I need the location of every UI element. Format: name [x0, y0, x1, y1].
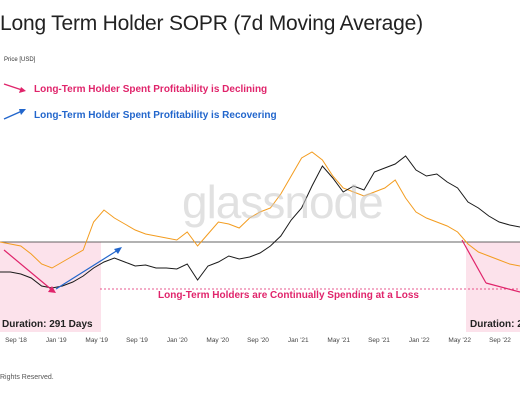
- loss-zone-1: [0, 242, 101, 332]
- axis-unit-label: Price [USD]: [4, 57, 36, 63]
- watermark: glassnode: [182, 176, 384, 228]
- x-tick-label: Jan '22: [409, 337, 430, 344]
- x-tick-label: May '20: [206, 337, 229, 344]
- x-tick-label: May '22: [448, 337, 471, 344]
- x-tick-label: May '19: [85, 337, 108, 344]
- x-tick-label: May '21: [327, 337, 350, 344]
- x-tick-label: Jan '19: [46, 337, 67, 344]
- x-tick-label: Sep '20: [247, 337, 269, 344]
- x-tick-label: Sep '18: [5, 337, 27, 344]
- x-tick-label: Sep '21: [368, 337, 390, 344]
- loss-note: Long-Term Holders are Continually Spendi…: [158, 290, 419, 301]
- recover-arrow-1-head: [114, 247, 122, 254]
- x-tick-label: Sep '19: [126, 337, 148, 344]
- legend-declining: Long-Term Holder Spent Profitability is …: [34, 84, 268, 95]
- x-tick-label: Jan '20: [167, 337, 188, 344]
- legend-recovering: Long-Term Holder Spent Profitability is …: [34, 110, 277, 121]
- price-series-line: [0, 155, 520, 289]
- loss-zone-2: [466, 242, 520, 332]
- copyright: Rights Reserved.: [0, 374, 54, 381]
- decline-arrow-2b: [485, 282, 520, 293]
- decline-arrow-1-head: [48, 286, 56, 293]
- x-tick-label: Sep '22: [489, 337, 511, 344]
- chart-title: Long Term Holder SOPR (7d Moving Average…: [0, 12, 423, 35]
- recover-arrow-1: [55, 249, 119, 290]
- sopr-series-line: [0, 151, 520, 269]
- duration-label-2: Duration: 2: [470, 319, 520, 330]
- decline-arrow-icon: [3, 83, 26, 93]
- decline-arrow-1: [3, 249, 53, 291]
- recover-arrow-icon: [3, 109, 26, 120]
- duration-label-1: Duration: 291 Days: [2, 319, 93, 330]
- x-tick-label: Jan '21: [288, 337, 309, 344]
- decline-arrow-2: [461, 239, 487, 284]
